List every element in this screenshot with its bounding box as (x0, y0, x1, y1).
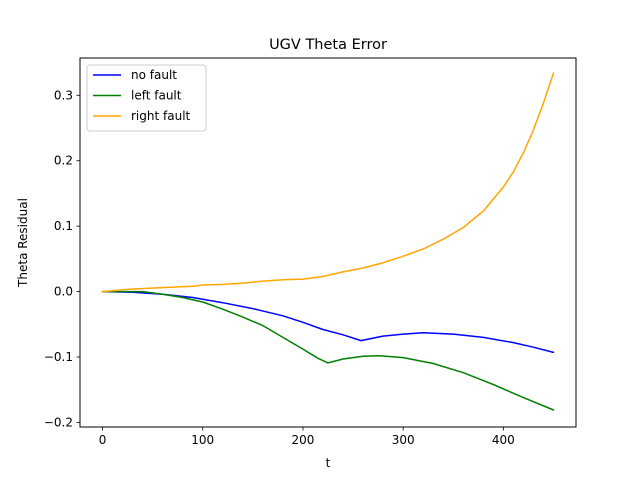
x-tick-label: 300 (392, 433, 415, 447)
legend-label: right fault (131, 109, 191, 123)
plot-frame (79, 57, 577, 428)
y-axis-label: Theta Residual (16, 198, 30, 288)
legend: no fault left fault right fault (86, 64, 207, 132)
x-tick-label: 0 (99, 433, 107, 447)
x-axis-label: t (326, 456, 331, 470)
series-line-no-fault (101, 290, 555, 354)
y-tick-label: 0.1 (54, 219, 73, 233)
y-tick-label: 0.0 (54, 285, 73, 299)
series-line-left-fault (101, 290, 555, 411)
x-axis: 0 100 200 300 400 (99, 427, 515, 447)
x-tick-label: 100 (191, 433, 214, 447)
chart-title: UGV Theta Error (269, 37, 387, 53)
legend-box (86, 64, 207, 132)
x-tick-label: 200 (291, 433, 314, 447)
legend-label: no fault (131, 68, 177, 82)
y-tick-label: −0.1 (44, 350, 73, 364)
x-tick-label: 400 (492, 433, 515, 447)
y-tick-label: 0.2 (54, 154, 73, 168)
y-axis: −0.2 −0.1 0.0 0.1 0.2 0.3 (44, 88, 80, 429)
series-line-right-fault (101, 72, 555, 293)
legend-label: left fault (131, 89, 182, 103)
y-tick-label: −0.2 (44, 415, 73, 429)
plot-lines (101, 72, 555, 411)
y-tick-label: 0.3 (54, 88, 73, 102)
